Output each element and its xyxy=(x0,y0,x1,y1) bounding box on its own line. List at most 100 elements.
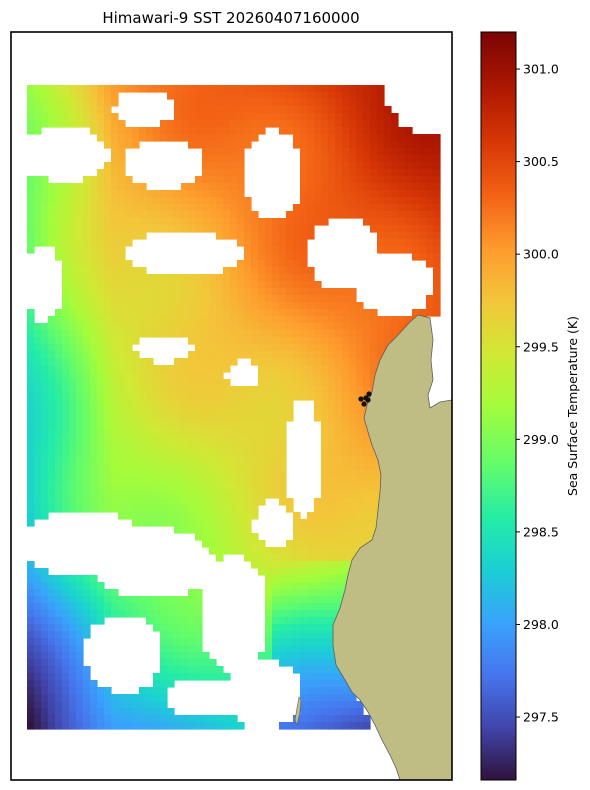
sst-cell xyxy=(195,106,203,114)
sst-cell xyxy=(83,358,91,366)
sst-cell xyxy=(160,715,168,723)
sst-cell xyxy=(251,260,259,268)
sst-cell xyxy=(209,673,217,681)
sst-cell xyxy=(83,246,91,254)
sst-cell xyxy=(41,575,49,583)
sst-cell xyxy=(244,204,252,212)
sst-cell xyxy=(76,421,84,429)
sst-cell xyxy=(34,176,42,184)
sst-cell xyxy=(328,176,336,184)
sst-cell xyxy=(27,442,35,450)
sst-cell xyxy=(209,372,217,380)
sst-cell xyxy=(293,260,301,268)
sst-cell xyxy=(265,344,273,352)
sst-cell xyxy=(349,519,357,527)
sst-cell xyxy=(314,400,322,408)
sst-cell xyxy=(321,386,329,394)
sst-cell xyxy=(167,449,175,457)
sst-cell xyxy=(69,708,77,716)
sst-cell xyxy=(370,526,378,534)
sst-cell xyxy=(265,449,273,457)
sst-cell xyxy=(356,526,364,534)
sst-cell xyxy=(97,344,105,352)
sst-cell xyxy=(125,344,133,352)
sst-cell xyxy=(76,316,84,324)
sst-cell xyxy=(258,225,266,233)
sst-cell xyxy=(153,421,161,429)
colorbar-frame xyxy=(480,31,517,781)
sst-cell xyxy=(244,309,252,317)
sst-cell xyxy=(118,246,126,254)
sst-cell xyxy=(104,120,112,128)
sst-cell xyxy=(174,484,182,492)
sst-cell xyxy=(97,400,105,408)
sst-cell xyxy=(349,526,357,534)
sst-cell xyxy=(118,274,126,282)
sst-cell xyxy=(363,148,371,156)
sst-cell xyxy=(160,680,168,688)
sst-cell xyxy=(55,687,63,695)
sst-cell xyxy=(230,435,238,443)
sst-cell xyxy=(41,400,49,408)
sst-cell xyxy=(188,659,196,667)
sst-cell xyxy=(307,344,315,352)
sst-cell xyxy=(251,281,259,289)
sst-cell xyxy=(384,148,392,156)
sst-cell xyxy=(279,337,287,345)
sst-cell xyxy=(419,211,427,219)
sst-cell xyxy=(223,547,231,555)
sst-cell xyxy=(132,477,140,485)
sst-cell xyxy=(62,85,70,93)
sst-cell xyxy=(41,197,49,205)
sst-cell xyxy=(342,498,350,506)
sst-cell xyxy=(118,323,126,331)
sst-cell xyxy=(41,477,49,485)
sst-cell xyxy=(370,512,378,520)
sst-cell xyxy=(244,547,252,555)
sst-cell xyxy=(356,484,364,492)
sst-cell xyxy=(90,575,98,583)
sst-cell xyxy=(209,127,217,135)
sst-cell xyxy=(321,645,329,653)
sst-cell xyxy=(356,323,364,331)
sst-cell xyxy=(258,281,266,289)
sst-cell xyxy=(377,211,385,219)
sst-cell xyxy=(258,414,266,422)
sst-cell xyxy=(118,260,126,268)
sst-cell xyxy=(34,372,42,380)
sst-cell xyxy=(62,281,70,289)
sst-cell xyxy=(314,708,322,716)
sst-cell xyxy=(328,351,336,359)
sst-cell xyxy=(139,477,147,485)
sst-cell xyxy=(125,393,133,401)
sst-cell xyxy=(69,456,77,464)
sst-cell xyxy=(216,379,224,387)
sst-cell xyxy=(174,407,182,415)
sst-cell xyxy=(76,463,84,471)
sst-cell xyxy=(188,113,196,121)
sst-cell xyxy=(279,358,287,366)
sst-cell xyxy=(279,85,287,93)
sst-cell xyxy=(349,554,357,562)
sst-cell xyxy=(90,449,98,457)
sst-cell xyxy=(328,610,336,618)
sst-cell xyxy=(174,120,182,128)
sst-cell xyxy=(342,540,350,548)
sst-cell xyxy=(314,211,322,219)
sst-cell xyxy=(27,491,35,499)
sst-cell xyxy=(349,190,357,198)
sst-cell xyxy=(356,708,364,716)
sst-cell xyxy=(286,113,294,121)
sst-cell xyxy=(433,134,441,142)
sst-cell xyxy=(377,330,385,338)
sst-cell xyxy=(363,379,371,387)
sst-cell xyxy=(97,687,105,695)
sst-cell xyxy=(132,386,140,394)
sst-cell xyxy=(41,393,49,401)
sst-cell xyxy=(293,120,301,128)
sst-cell xyxy=(118,512,126,520)
sst-cell xyxy=(419,253,427,261)
sst-cell xyxy=(391,316,399,324)
sst-cell xyxy=(202,659,210,667)
sst-cell xyxy=(27,99,35,107)
